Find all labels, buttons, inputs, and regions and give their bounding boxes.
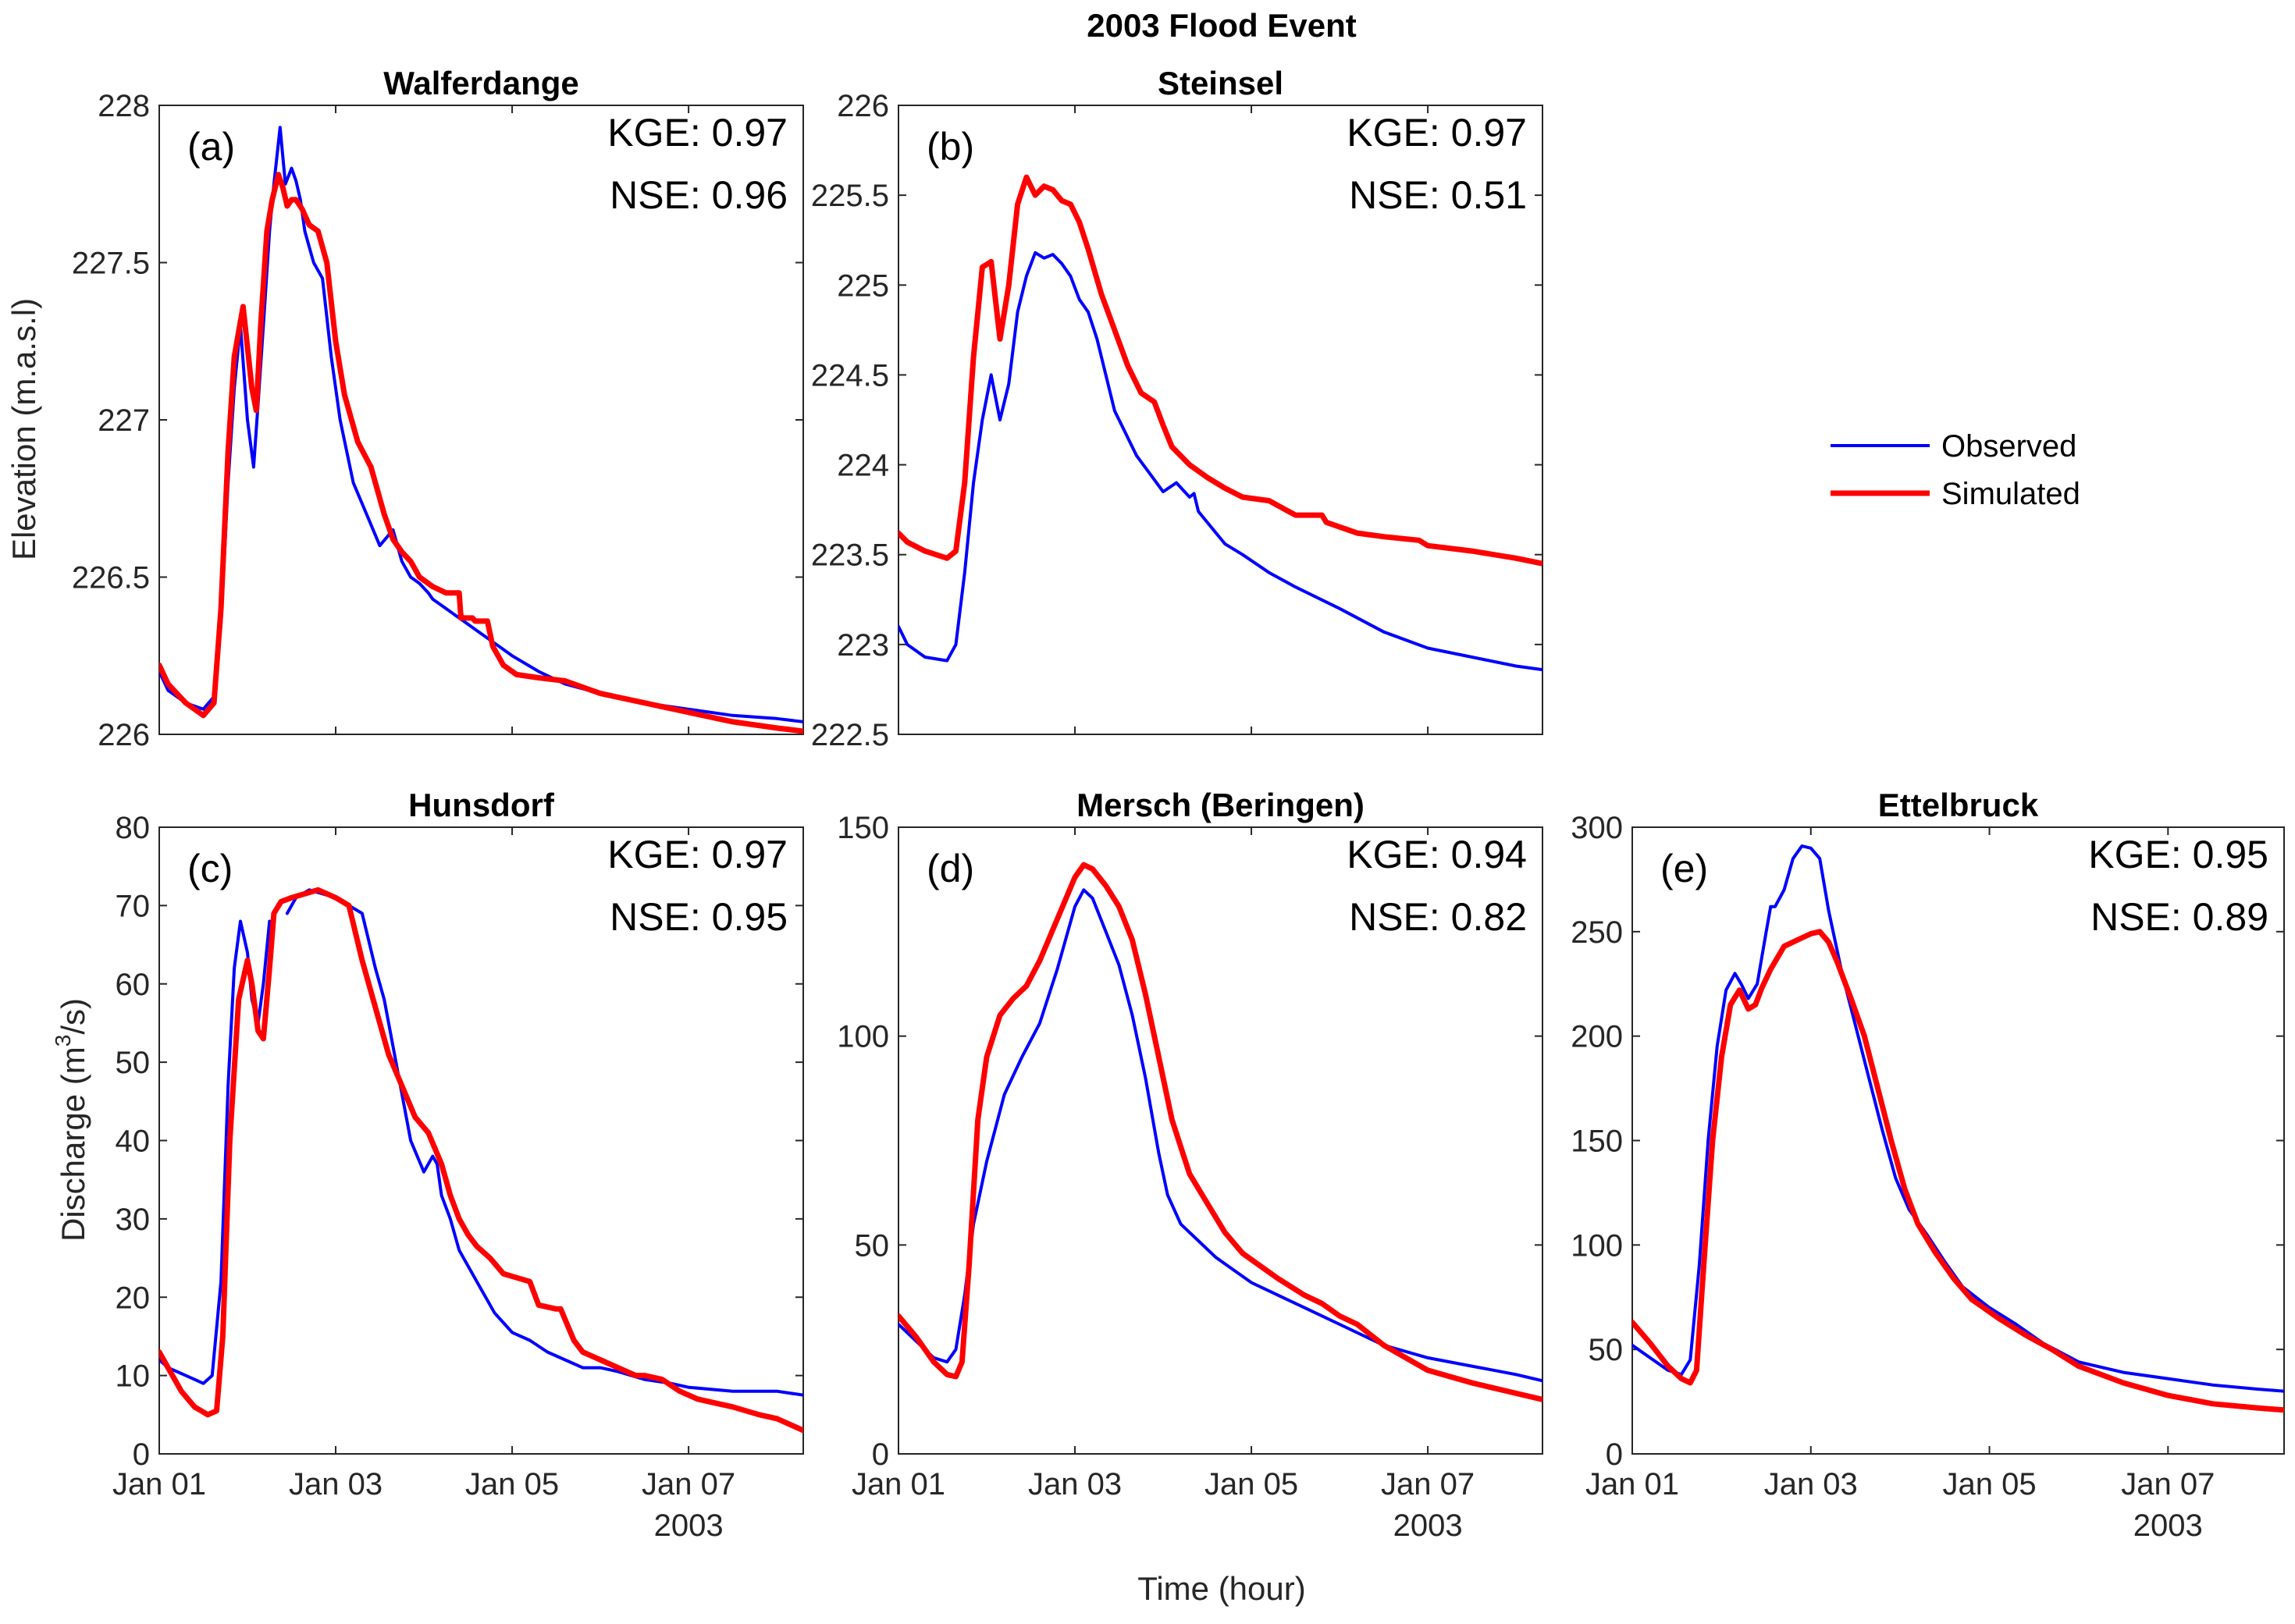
y-tick-label: 226 [98, 718, 150, 752]
series-line-simulated [898, 174, 1542, 567]
panel-title: Walferdange [383, 65, 578, 101]
series-line-observed [159, 126, 803, 723]
kge-stat: KGE: 0.97 [607, 833, 788, 876]
y-tick-label: 300 [1571, 811, 1623, 845]
x-tick-label: Jan 01 [112, 1467, 206, 1501]
panel-title: Hunsdorf [408, 787, 555, 823]
x-tick-label: Jan 03 [1764, 1467, 1858, 1501]
x-axis-label-time: Time (hour) [1137, 1570, 1305, 1607]
y-tick-label: 225 [837, 268, 889, 303]
x-tick-label: Jan 05 [1204, 1467, 1298, 1501]
nse-stat: NSE: 0.89 [2090, 895, 2268, 939]
axes-box [158, 826, 804, 1455]
y-tick-label: 223.5 [811, 538, 889, 573]
panel-c: 0 10 20 30 40 50 60 70 80 Jan 01 Jan 03 Jan 05 Jan 0… [112, 787, 804, 1543]
y-tick-label: 227.5 [72, 247, 150, 281]
y-tick-label: 227 [98, 403, 150, 438]
kge-stat: KGE: 0.97 [607, 111, 788, 155]
x-year-label: 2003 [1393, 1509, 1463, 1543]
series-line-simulated [1632, 929, 2284, 1413]
x-tick-label: Jan 01 [1585, 1467, 1679, 1501]
axes-box [158, 105, 804, 735]
kge-stat: KGE: 0.95 [2088, 833, 2268, 876]
y-axis-label-discharge-exp: 3 [51, 1035, 75, 1047]
y-tick-label: 224.5 [811, 358, 889, 393]
y-tick-label: 50 [1589, 1333, 1624, 1367]
y-tick-label: 100 [1571, 1228, 1623, 1263]
panel-label: (b) [927, 125, 974, 169]
y-tick-label: 80 [116, 811, 151, 845]
y-tick-label: 30 [116, 1203, 151, 1237]
y-tick-label: 0 [133, 1437, 150, 1472]
panel-title: Ettelbruck [1878, 787, 2039, 823]
y-tick-label: 60 [116, 968, 151, 1002]
panel-label: (a) [187, 125, 235, 169]
y-axis-label-discharge-main: Discharge (m [55, 1047, 91, 1242]
nse-stat: NSE: 0.51 [1349, 173, 1527, 217]
legend: Observed Simulated [1815, 410, 2112, 523]
panels: 226 226.5 227 227.5 228 Walferdange (a) KGE: 0.… [72, 65, 2285, 1543]
y-tick-label: 50 [116, 1046, 151, 1080]
y-tick-label: 226 [837, 89, 889, 123]
y-tick-label: 228 [98, 89, 150, 123]
x-tick-label: Jan 05 [1942, 1467, 2036, 1501]
nse-stat: NSE: 0.95 [610, 895, 788, 939]
y-tick-label: 100 [837, 1020, 889, 1054]
legend-box [1815, 410, 2112, 523]
panel-e: 0 50 100 150 200 250 300 Jan 01 Jan 03 Jan 05 Jan … [1571, 787, 2285, 1543]
y-tick-label: 40 [116, 1125, 151, 1159]
y-axis-label-discharge-unit: /s) [55, 998, 91, 1035]
panel-label: (d) [927, 847, 974, 890]
y-tick-label: 0 [872, 1437, 889, 1472]
axes-box [1631, 826, 2285, 1455]
y-tick-label: 223 [837, 628, 889, 663]
x-tick-label: Jan 01 [852, 1467, 945, 1501]
panel-b: 222.5 223 223.5 224 224.5 225 225.5 226 Steinsel… [811, 65, 1543, 752]
series-line-simulated [159, 887, 803, 1434]
x-tick-label: Jan 03 [1028, 1467, 1122, 1501]
axes-box [898, 105, 1543, 735]
y-tick-label: 250 [1571, 915, 1623, 950]
series-line-simulated [159, 172, 803, 734]
y-tick-label: 20 [116, 1281, 151, 1315]
y-tick-label: 150 [837, 811, 889, 845]
y-tick-label: 150 [1571, 1125, 1623, 1159]
y-axis-label-elevation: Elevation (m.a.s.l) [5, 298, 42, 560]
nse-stat: NSE: 0.96 [610, 173, 788, 217]
x-tick-label: Jan 07 [1381, 1467, 1475, 1501]
y-tick-label: 50 [855, 1228, 890, 1263]
y-tick-label: 222.5 [811, 718, 889, 752]
legend-label-simulated: Simulated [1941, 477, 2080, 511]
x-tick-label: Jan 05 [465, 1467, 559, 1501]
y-tick-label: 70 [116, 889, 151, 923]
y-tick-label: 226.5 [72, 561, 150, 595]
y-tick-label: 225.5 [811, 179, 889, 213]
kge-stat: KGE: 0.97 [1347, 111, 1527, 155]
panel-a: 226 226.5 227 227.5 228 Walferdange (a) KGE: 0.… [72, 65, 804, 752]
x-tick-label: Jan 03 [289, 1467, 382, 1501]
series-line-simulated [898, 862, 1542, 1402]
y-axis-label-discharge: Discharge (m3/s) [51, 998, 91, 1242]
nse-stat: NSE: 0.82 [1349, 895, 1527, 939]
x-tick-label: Jan 07 [2121, 1467, 2215, 1501]
series-line-observed [1632, 844, 2284, 1393]
y-tick-label: 0 [1606, 1437, 1623, 1472]
panel-label: (c) [187, 847, 233, 890]
y-tick-label: 10 [116, 1359, 151, 1394]
series-line-observed [898, 251, 1542, 672]
legend-label-observed: Observed [1941, 429, 2076, 464]
figure-title: 2003 Flood Event [1087, 7, 1356, 44]
y-tick-label: 200 [1571, 1020, 1623, 1054]
panel-d: 0 50 100 150 Jan 01 Jan 03 Jan 05 Jan 07 2003 Mer… [837, 787, 1543, 1543]
kge-stat: KGE: 0.94 [1347, 833, 1527, 876]
panel-title: Mersch (Beringen) [1076, 787, 1365, 823]
panel-title: Steinsel [1158, 65, 1283, 101]
x-year-label: 2003 [2133, 1509, 2203, 1543]
x-year-label: 2003 [654, 1509, 724, 1543]
y-tick-label: 224 [837, 449, 889, 483]
x-tick-label: Jan 07 [642, 1467, 735, 1501]
axes-box [898, 826, 1543, 1455]
panel-label: (e) [1660, 847, 1708, 890]
